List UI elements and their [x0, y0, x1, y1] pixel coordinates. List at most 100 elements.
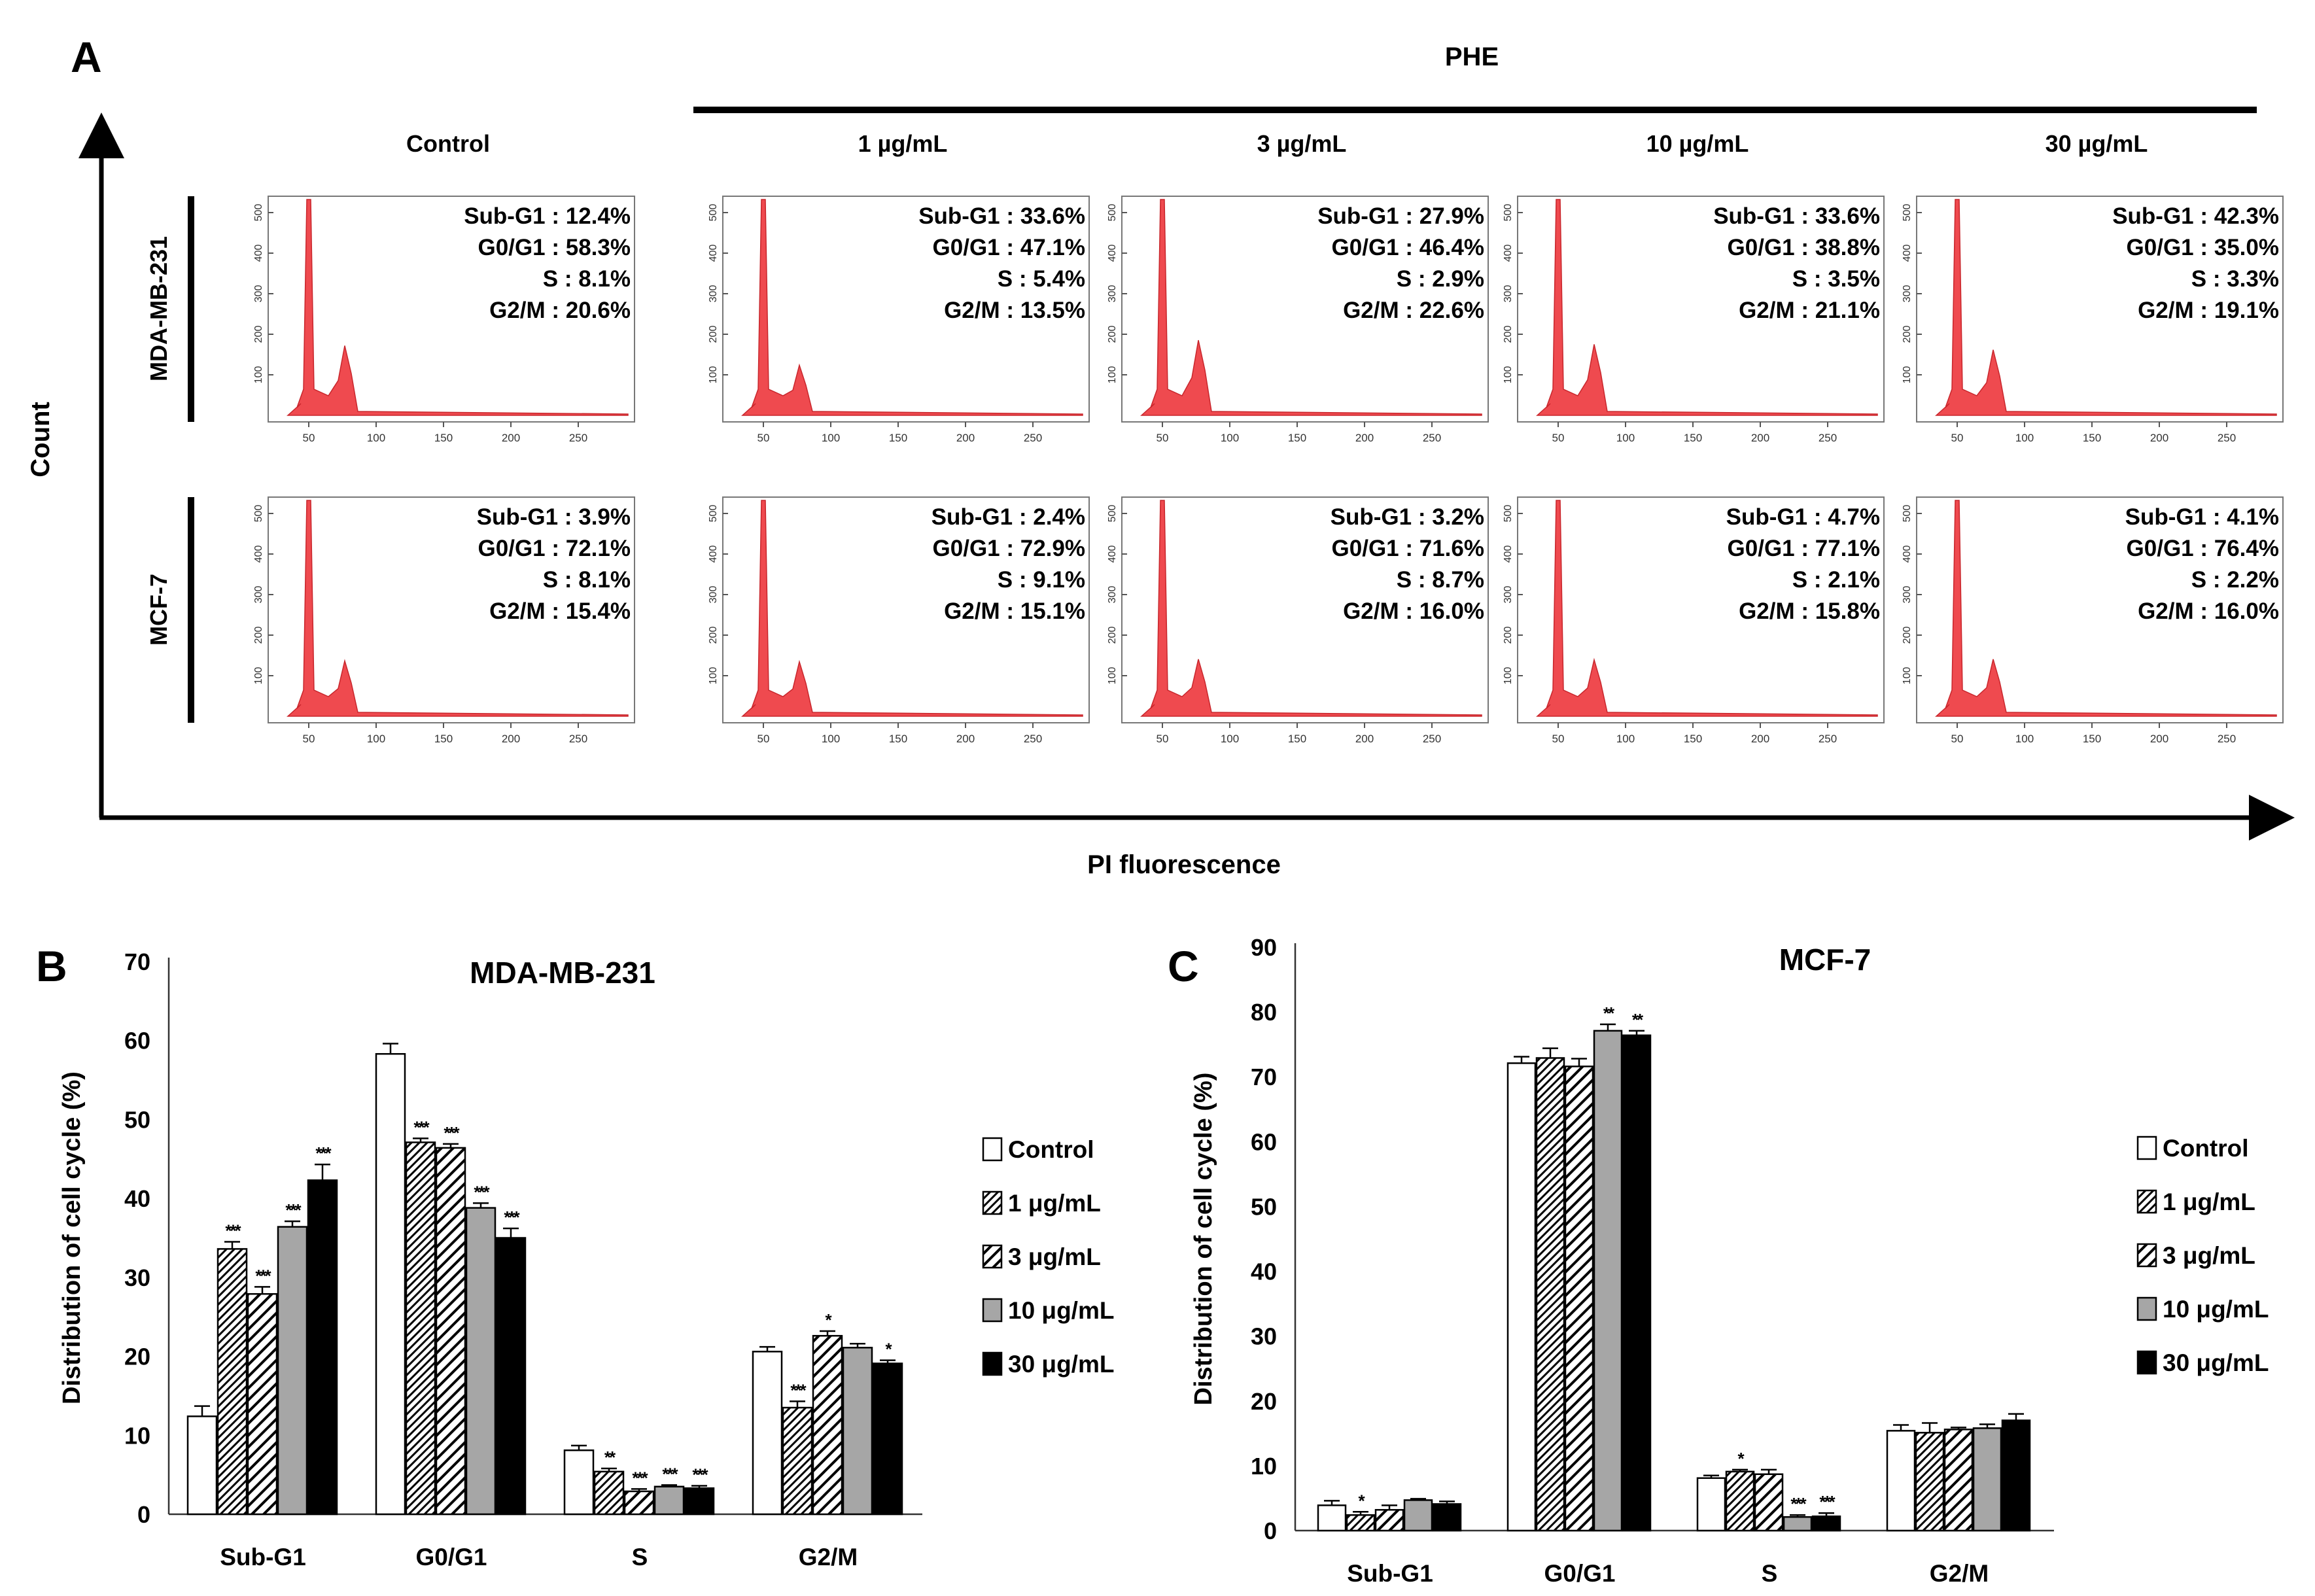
hist-x-tick-label: 200 — [1355, 733, 1374, 745]
phase-percent-s: S : 9.1% — [998, 567, 1085, 593]
histogram-trace — [1140, 500, 1482, 717]
hist-x-tick-label: 50 — [1552, 733, 1565, 745]
hist-y-tick-label: 300 — [253, 586, 264, 604]
legend-swatch-30-g-ml — [982, 1351, 1003, 1376]
histogram-trace — [1536, 199, 1878, 416]
phase-percent-s: S : 8.7% — [1397, 567, 1484, 593]
hist-x-tick-label: 100 — [2015, 733, 2034, 745]
bar-g0-g1-3-g-ml — [435, 1147, 466, 1516]
significance-mark: *** — [225, 1221, 241, 1241]
histogram-mda-mb-231-30-g-ml: 100 200 300 400 500 50 100 150 200 250 Sub-G1 : 42… — [1902, 196, 2284, 444]
significance-mark: *** — [255, 1266, 271, 1285]
phase-percent-sub-g1: Sub-G1 : 12.4% — [464, 203, 631, 229]
significance-mark: * — [885, 1340, 892, 1359]
hist-y-tick-label: 400 — [1902, 245, 1913, 262]
phase-percent-g2-m: G2/M : 15.1% — [944, 598, 1085, 624]
bar-s-30-g-ml — [684, 1487, 715, 1516]
hist-y-tick-label: 300 — [1107, 285, 1118, 303]
column-header-30-g-ml: 30 µg/mL — [2045, 130, 2148, 157]
hist-x-tick-label: 250 — [1819, 432, 1837, 444]
y-tick-label: 70 — [124, 948, 150, 975]
hist-x-tick-label: 50 — [757, 733, 770, 745]
hist-y-tick-label: 300 — [1503, 285, 1514, 303]
x-tick-label-g2-m: G2/M — [1930, 1560, 1989, 1587]
legend-label-10-g-ml: 10 μg/mL — [1008, 1297, 1114, 1324]
bar-g2-m-10-g-ml — [842, 1347, 873, 1516]
hist-x-tick-label: 250 — [1024, 432, 1042, 444]
y-tick-label: 10 — [124, 1422, 150, 1449]
legend-label-1-g-ml: 1 μg/mL — [2163, 1188, 2255, 1215]
hist-x-tick-label: 200 — [2150, 733, 2168, 745]
bar-s-control — [1696, 1477, 1726, 1532]
hist-x-tick-label: 250 — [569, 432, 587, 444]
phase-percent-s: S : 8.1% — [543, 266, 631, 292]
phase-percent-s: S : 8.1% — [543, 567, 631, 593]
column-header-control: Control — [406, 130, 490, 157]
hist-y-tick-label: 400 — [1107, 546, 1118, 563]
y-tick-label: 30 — [124, 1264, 150, 1291]
column-header-1-g-ml: 1 µg/mL — [858, 130, 948, 157]
bar-g0-g1-3-g-ml — [1564, 1066, 1594, 1532]
legend-swatch-10-g-ml — [2136, 1296, 2157, 1321]
histogram-frame — [722, 496, 1090, 723]
hist-x-tick-label: 50 — [1552, 432, 1565, 444]
bar-sub-g1-control — [186, 1415, 218, 1516]
histogram-frame — [1916, 196, 2284, 423]
bar-sub-g1-30-g-ml — [307, 1179, 338, 1516]
bar-g2-m-control — [1886, 1430, 1916, 1532]
hist-x-tick-label: 150 — [1684, 733, 1702, 745]
bar-sub-g1-10-g-ml — [1403, 1499, 1433, 1532]
significance-mark: *** — [504, 1207, 520, 1227]
hist-y-tick-label: 200 — [1107, 627, 1118, 644]
phase-percent-sub-g1: Sub-G1 : 27.9% — [1317, 203, 1484, 229]
hist-y-tick-label: 500 — [253, 505, 264, 523]
significance-mark: *** — [662, 1464, 678, 1483]
y-tick-label: 20 — [124, 1344, 150, 1370]
phase-percent-sub-g1: Sub-G1 : 4.7% — [1726, 504, 1880, 530]
histogram-trace — [287, 199, 629, 416]
legend-label-control: Control — [2163, 1135, 2249, 1162]
hist-x-tick-label: 250 — [1024, 733, 1042, 745]
y-tick-label: 50 — [124, 1106, 150, 1133]
hist-x-tick-label: 100 — [822, 733, 840, 745]
significance-mark: ** — [1632, 1010, 1644, 1030]
bar-g2-m-1-g-ml — [1915, 1432, 1945, 1532]
legend-swatch-1-g-ml — [2136, 1189, 2157, 1214]
histogram-mcf-7-control: 100 200 300 400 500 50 100 150 200 250 Sub-G1 : 3.… — [253, 496, 635, 745]
bar-chart-mcf-7: MCF-7 Distribution of cell cycle (%) 0 10 20… — [1190, 934, 2269, 1587]
hist-y-tick-label: 400 — [708, 245, 719, 262]
hist-y-tick-label: 500 — [708, 204, 719, 222]
hist-y-tick-label: 100 — [1503, 667, 1514, 685]
panel-b-letter: B — [36, 942, 67, 990]
x-tick-label-g0-g1: G0/G1 — [416, 1544, 487, 1570]
y-tick-label: 90 — [1251, 934, 1277, 961]
bar-g2-m-10-g-ml — [1972, 1427, 2002, 1532]
significance-mark: *** — [790, 1380, 807, 1400]
phase-percent-g0-g1: G0/G1 : 58.3% — [478, 235, 631, 260]
histogram-mcf-7-1-g-ml: 100 200 300 400 500 50 100 150 200 250 Sub-G1 : 2.… — [708, 496, 1090, 745]
hist-y-tick-label: 500 — [1503, 505, 1514, 523]
hist-x-tick-label: 100 — [1616, 432, 1635, 444]
bar-sub-g1-1-g-ml — [1346, 1514, 1376, 1532]
bar-sub-g1-3-g-ml — [247, 1292, 278, 1516]
bar-g0-g1-10-g-ml — [1593, 1030, 1623, 1532]
phase-percent-g2-m: G2/M : 16.0% — [1343, 598, 1484, 624]
phase-percent-g2-m: G2/M : 16.0% — [2138, 598, 2279, 624]
hist-y-tick-label: 500 — [1902, 204, 1913, 222]
significance-mark: *** — [1819, 1492, 1836, 1512]
x-tick-label-s: S — [1762, 1560, 1778, 1587]
phase-percent-g2-m: G2/M : 15.4% — [489, 598, 631, 624]
phase-percent-g2-m: G2/M : 22.6% — [1343, 298, 1484, 323]
chart-title: MCF-7 — [1779, 943, 1871, 977]
legend-swatch-10-g-ml — [982, 1298, 1003, 1323]
histogram-frame — [268, 196, 635, 423]
histogram-trace — [287, 500, 629, 717]
histogram-trace — [741, 500, 1083, 717]
bar-g0-g1-30-g-ml — [495, 1237, 527, 1516]
panel-c-letter: C — [1168, 942, 1199, 990]
hist-x-tick-label: 200 — [2150, 432, 2168, 444]
hist-x-tick-label: 200 — [502, 432, 520, 444]
bar-sub-g1-3-g-ml — [1374, 1509, 1404, 1532]
histogram-frame — [1121, 496, 1489, 723]
